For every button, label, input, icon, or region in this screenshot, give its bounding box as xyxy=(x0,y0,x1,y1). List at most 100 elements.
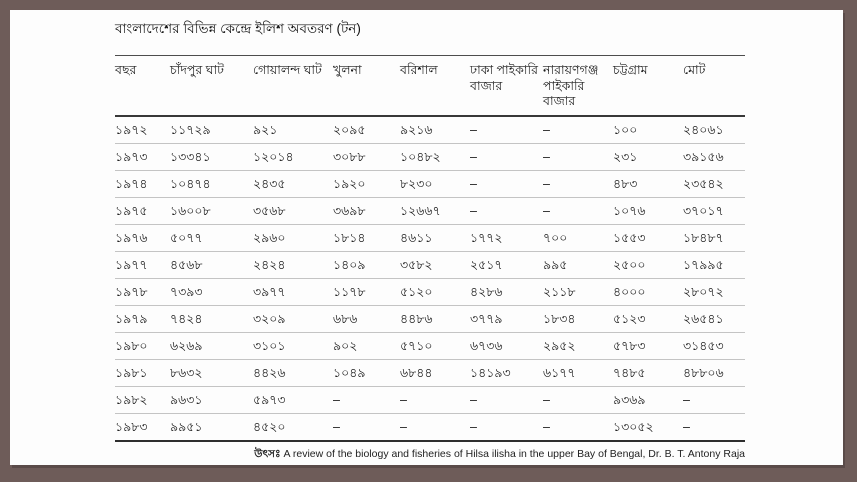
source-prefix: উৎসঃ xyxy=(254,447,281,460)
table-row: ১৯৮২ ৯৬৩১ ৫৯৭৩– – – –৯৩৬৯– xyxy=(115,386,745,414)
value-cell: ৮৬৩২ xyxy=(170,359,253,387)
table-row: ১৯৮০ ৬২৬৯ ৩১০১ ৯০২ ৫৭১০ ৬৭৩৬ ২৯৫২ ৫৭৮৩ ৩১৪৫৩ xyxy=(115,332,745,360)
year-cell: ১৯৭৫ xyxy=(115,197,170,225)
column-header: নারায়ণগঞ্জ পাইকারি বাজার xyxy=(543,55,613,117)
value-cell: ৩০৮৮ xyxy=(333,143,400,171)
column-header: চট্টগ্রাম xyxy=(613,55,683,117)
value-cell: ২৩১ xyxy=(613,143,683,171)
year-cell: ১৯৭৯ xyxy=(115,305,170,333)
year-cell: ১৯৭৮ xyxy=(115,278,170,306)
value-cell: – xyxy=(543,143,613,171)
hilsa-landings-table: বছর চাঁদপুর ঘাট গোয়ালন্দ ঘাট খুলনা বরিশাল ঢা… xyxy=(115,55,745,442)
year-cell: ১৯৭৭ xyxy=(115,251,170,279)
value-cell: ৩২০৯ xyxy=(253,305,333,333)
value-cell: ৬১৭৭ xyxy=(543,359,613,387)
value-cell: ৫০৭৭ xyxy=(170,224,253,252)
value-cell: ২৮০৭২ xyxy=(683,278,745,306)
value-cell: ৬৭৩৬ xyxy=(470,332,543,360)
value-cell: – xyxy=(470,386,543,414)
year-cell: ১৯৮১ xyxy=(115,359,170,387)
source-citation: উৎসঃ A review of the biology and fisheri… xyxy=(115,448,745,461)
value-cell: ৯৯৫১ xyxy=(170,419,203,434)
value-cell: ৩১০১ xyxy=(253,332,333,360)
value-cell: – xyxy=(543,386,613,414)
table-row: ১৯৭৯ ৭৪২৪ ৩২০৯ ৬৮৬ ৪৪৮৬ ৩৭৭৯ ১৮৩৪ ৫১২৩ ২৬৫৪১ xyxy=(115,305,745,333)
value-cell: ৯৯৫ xyxy=(543,251,613,279)
value-cell: ১৭৭২ xyxy=(470,224,543,252)
value-cell: ৪৪৮৬ xyxy=(400,305,470,333)
value-cell: ৬২৬৯ xyxy=(170,332,253,360)
column-header: ঢাকা পাইকারি বাজার xyxy=(470,55,543,117)
value-cell: – xyxy=(470,197,543,225)
value-cell: – xyxy=(543,115,613,144)
value-cell: ২১১৮ xyxy=(543,278,613,306)
value-cell: ৭৪২৪ xyxy=(170,305,253,333)
value-cell: – xyxy=(333,386,400,414)
value-cell: ১৪০৯ xyxy=(333,251,400,279)
value-cell: ১৯২০ xyxy=(333,170,400,198)
value-cell: ৪৫৬৮ xyxy=(170,251,253,279)
value-cell: ২৪২৪ xyxy=(253,251,333,279)
value-cell: ৪৬১১ xyxy=(400,224,470,252)
value-cell: ১০০ xyxy=(613,115,683,144)
table-row: ১৯৮১ ৮৬৩২ ৪৪২৬ ১০৪৯ ৬৮৪৪ ১৪১৯৩ ৬১৭৭ ৭৪৮৫ ৪৮৮০৬ xyxy=(115,359,745,387)
value-cell: ৭৪৮৫ xyxy=(613,359,683,387)
value-cell: ১৩৩৪১ xyxy=(170,143,253,171)
table-row: ১৯৭৬ ৫০৭৭ ২৯৬০ ১৮১৪ ৪৬১১ ১৭৭২ ৭০০ ১৫৫৩ ১৮৪৮৭ xyxy=(115,224,745,252)
table-row: ১৯৮৩ ৯৯৫১ ৪৫২০ – – – – ১৩০৫২ – xyxy=(115,413,745,441)
value-cell: ৬৮৬ xyxy=(333,305,400,333)
table-row: ১৯৭৩ ১৩৩৪১ ১২০১৪ ৩০৮৮ ১০৪৮২– –২৩১ ৩৯১৫৬ xyxy=(115,143,745,171)
column-header: মোট xyxy=(683,55,745,117)
value-cell: ৬৮৪৪ xyxy=(400,359,470,387)
value-cell: ১২০১৪ xyxy=(253,143,333,171)
value-cell: – xyxy=(683,386,745,414)
value-cell: ২৯৫২ xyxy=(543,332,613,360)
value-cell: ৪৪২৬ xyxy=(253,359,333,387)
table-row: ১৯৭৭ ৪৫৬৮ ২৪২৪ ১৪০৯ ৩৫৮২ ২৫১৭ ৯৯৫ ২৫০০ ১৭৯৯৫ xyxy=(115,251,745,279)
value-cell: ৩৯১৫৬ xyxy=(683,143,745,171)
value-cell: ২৩৫৪২ xyxy=(683,170,745,198)
value-cell: ১৩০৫২ xyxy=(613,419,654,434)
value-cell: ৩৭০১৭ xyxy=(683,197,745,225)
value-cell: ১৭৯৯৫ xyxy=(683,251,745,279)
value-cell: ১১৭৮ xyxy=(333,278,400,306)
value-cell: ৩৭৭৯ xyxy=(470,305,543,333)
value-cell: ৩১৪৫৩ xyxy=(683,332,745,360)
table-row: ১৯৭৪ ১০৪৭৪ ২৪৩৫ ১৯২০ ৮২৩০– –৪৮৩ ২৩৫৪২ xyxy=(115,170,745,198)
value-cell: ৯২১৬ xyxy=(400,115,470,144)
value-cell: ১২৬৬৭ xyxy=(400,197,470,225)
value-cell: ৩৯৭৭ xyxy=(253,278,333,306)
value-cell: – xyxy=(543,170,613,198)
value-cell: ৯৬৩১ xyxy=(170,386,253,414)
year-cell: ১৯৭৩ xyxy=(115,143,170,171)
value-cell: ৭৩৯৩ xyxy=(170,278,253,306)
value-cell: – xyxy=(470,115,543,144)
value-cell: ৮২৩০ xyxy=(400,170,470,198)
value-cell: ১১৭২৯ xyxy=(170,115,253,144)
value-cell: ২৪০৬১ xyxy=(683,115,745,144)
value-cell: – xyxy=(470,419,477,434)
value-cell: ৭০০ xyxy=(543,224,613,252)
value-cell: ১৬০০৮ xyxy=(170,197,253,225)
value-cell: – xyxy=(400,386,470,414)
value-cell: – xyxy=(683,419,690,434)
value-cell: ২৫১৭ xyxy=(470,251,543,279)
column-header: বছর xyxy=(115,55,170,117)
value-cell: ৫৭৮৩ xyxy=(613,332,683,360)
year-cell: ১৯৭৬ xyxy=(115,224,170,252)
value-cell: ৯২১ xyxy=(253,115,333,144)
value-cell: ৯০২ xyxy=(333,332,400,360)
value-cell: ১৮৩৪ xyxy=(543,305,613,333)
value-cell: – xyxy=(470,170,543,198)
value-cell: ৩৬৯৮ xyxy=(333,197,400,225)
value-cell: ৪০০০ xyxy=(613,278,683,306)
value-cell: ১০৪৯ xyxy=(333,359,400,387)
slide-panel: বাংলাদেশের বিভিন্ন কেন্দ্রে ইলিশ অবতরণ (… xyxy=(10,10,843,465)
column-header: বরিশাল xyxy=(400,55,470,117)
value-cell: – xyxy=(400,419,407,434)
value-cell: ৫১২০ xyxy=(400,278,470,306)
year-cell: ১৯৭২ xyxy=(115,115,170,144)
value-cell: ৪৫২০ xyxy=(253,419,286,434)
page-title: বাংলাদেশের বিভিন্ন কেন্দ্রে ইলিশ অবতরণ (… xyxy=(115,21,361,36)
value-cell: ২৫০০ xyxy=(613,251,683,279)
